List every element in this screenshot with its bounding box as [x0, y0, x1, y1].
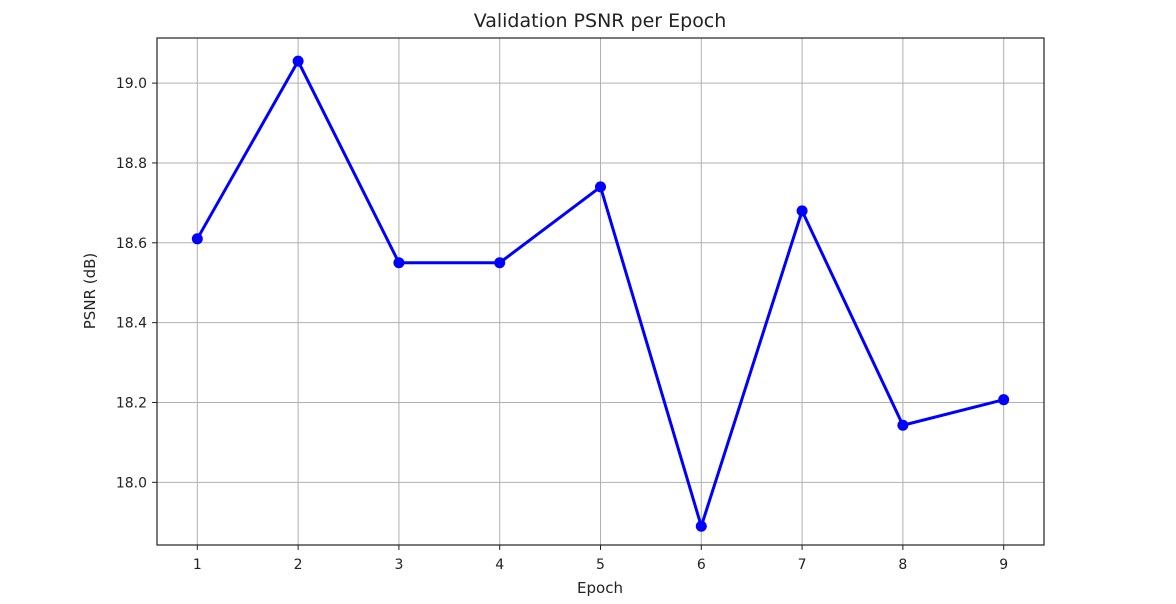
y-tick-label: 18.2 [116, 395, 147, 411]
y-tick-label: 18.8 [116, 156, 147, 172]
y-tick-label: 18.4 [116, 316, 147, 332]
x-tick-label: 2 [294, 557, 303, 573]
x-tick-label: 5 [596, 557, 605, 573]
data-point [191, 233, 203, 245]
data-point [292, 55, 304, 67]
x-tick-label: 8 [898, 557, 907, 573]
y-tick-label: 18.6 [116, 236, 147, 252]
chart-title: Validation PSNR per Epoch [474, 10, 727, 32]
x-tick-label: 9 [999, 557, 1008, 573]
data-point [393, 257, 405, 269]
x-tick-label: 1 [193, 557, 202, 573]
y-tick-label: 18.0 [116, 475, 147, 491]
x-tick-label: 4 [495, 557, 504, 573]
tick-layer: 1 2 3 4 5 6 7 8 9 18.0 18.2 18.4 18.6 18.8 19.0 [116, 76, 1008, 573]
y-tick-label: 19.0 [116, 76, 147, 92]
data-point [695, 520, 707, 532]
data-point [897, 419, 909, 431]
series-layer [191, 55, 1010, 532]
x-tick-label: 3 [394, 557, 403, 573]
x-axis-label: Epoch [577, 579, 623, 597]
x-tick-label: 7 [798, 557, 807, 573]
x-tick-label: 6 [697, 557, 706, 573]
y-axis-label: PSNR (dB) [81, 253, 99, 330]
data-point [494, 257, 506, 269]
data-point [595, 181, 606, 193]
data-point [796, 205, 808, 217]
grid-layer [157, 38, 1044, 545]
data-point [998, 394, 1010, 406]
plot-frame [156, 37, 1045, 546]
